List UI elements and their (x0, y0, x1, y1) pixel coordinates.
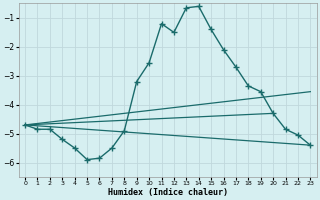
X-axis label: Humidex (Indice chaleur): Humidex (Indice chaleur) (108, 188, 228, 197)
